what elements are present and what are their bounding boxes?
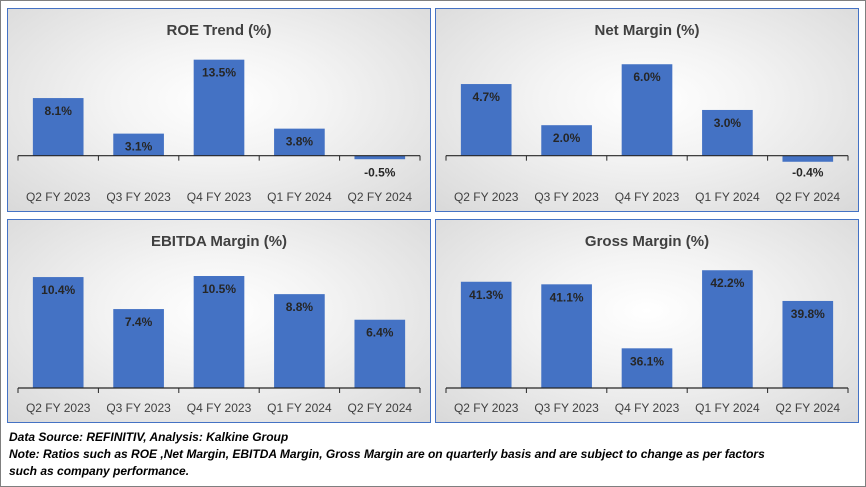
data-label-5: -0.5% — [364, 166, 396, 180]
data-label-4: 3.8% — [286, 135, 314, 149]
bar-1 — [460, 281, 512, 388]
bar-2 — [113, 309, 164, 388]
bar-2 — [541, 284, 592, 388]
note-text-line-1: Note: Ratios such as ROE ,Net Margin, EB… — [9, 447, 765, 461]
x-tick-label-2: Q3 FY 2023 — [534, 190, 599, 204]
chart-title: ROE Trend (%) — [166, 22, 271, 39]
x-tick-label-4: Q1 FY 2024 — [695, 190, 760, 204]
bar-5 — [354, 319, 406, 388]
bar-5 — [782, 300, 834, 388]
x-tick-label-5: Q2 FY 2024 — [776, 401, 841, 415]
x-tick-label-1: Q2 FY 2023 — [454, 190, 519, 204]
data-label-3: 10.5% — [202, 282, 236, 296]
bar-4 — [274, 128, 325, 156]
chart-title: Net Margin (%) — [595, 22, 700, 39]
data-label-1: 8.1% — [45, 104, 73, 118]
x-tick-label-5: Q2 FY 2024 — [776, 190, 841, 204]
x-tick-label-4: Q1 FY 2024 — [267, 190, 332, 204]
bar-5 — [782, 155, 834, 162]
x-tick-label-2: Q3 FY 2023 — [534, 401, 599, 415]
x-tick-label-3: Q4 FY 2023 — [187, 401, 252, 415]
x-tick-label-1: Q2 FY 2023 — [454, 401, 519, 415]
x-tick-label-4: Q1 FY 2024 — [695, 401, 760, 415]
bar-4 — [274, 294, 325, 388]
net-margin-chart: Net Margin (%) 4.7% Q2 FY 2023 2.0% Q3 FY 20… — [435, 8, 859, 212]
data-label-2: 2.0% — [553, 131, 581, 145]
bar-2 — [113, 133, 164, 156]
bar-3 — [621, 64, 673, 156]
x-tick-label-3: Q4 FY 2023 — [615, 401, 680, 415]
data-label-5: 6.4% — [366, 326, 394, 340]
bar-4 — [702, 109, 753, 156]
data-label-2: 3.1% — [125, 140, 153, 154]
x-tick-label-2: Q3 FY 2023 — [106, 401, 171, 415]
data-label-5: 39.8% — [791, 307, 825, 321]
x-tick-label-3: Q4 FY 2023 — [187, 190, 252, 204]
bar-1 — [460, 84, 512, 156]
bar-4 — [702, 270, 753, 388]
data-label-3: 6.0% — [633, 70, 661, 84]
bar-2 — [541, 125, 592, 156]
bar-3 — [621, 348, 673, 388]
chart-title: Gross Margin (%) — [585, 233, 709, 250]
bar-3 — [193, 59, 245, 156]
data-label-4: 8.8% — [286, 300, 314, 314]
gross-margin-plot: Gross Margin (%) 41.3% Q2 FY 2023 41.1% Q3 F… — [445, 233, 849, 415]
x-tick-label-2: Q3 FY 2023 — [106, 190, 171, 204]
ebitda-margin-chart: EBITDA Margin (%) 10.4% Q2 FY 2023 7.4% Q3 F… — [7, 219, 431, 423]
data-label-1: 41.3% — [469, 288, 503, 302]
roe-trend-chart: ROE Trend (%) 8.1% Q2 FY 2023 3.1% Q3 FY 202… — [7, 8, 431, 212]
data-label-2: 41.1% — [550, 290, 584, 304]
data-label-3: 36.1% — [630, 354, 664, 368]
data-label-5: -0.4% — [792, 166, 824, 180]
x-tick-label-5: Q2 FY 2024 — [348, 401, 413, 415]
x-tick-label-5: Q2 FY 2024 — [348, 190, 413, 204]
x-tick-label-4: Q1 FY 2024 — [267, 401, 332, 415]
data-label-3: 13.5% — [202, 66, 236, 80]
bar-3 — [193, 276, 245, 388]
chart-title: EBITDA Margin (%) — [151, 233, 287, 250]
footer-notes: Data Source: REFINITIV, Analysis: Kalkin… — [9, 429, 859, 480]
gross-margin-chart: Gross Margin (%) 41.3% Q2 FY 2023 41.1% Q3 F… — [435, 219, 859, 423]
ebitda-margin-plot: EBITDA Margin (%) 10.4% Q2 FY 2023 7.4% Q3 F… — [17, 233, 421, 415]
data-source-text: Data Source: REFINITIV, Analysis: Kalkin… — [9, 430, 289, 444]
net-margin-plot: Net Margin (%) 4.7% Q2 FY 2023 2.0% Q3 FY 20… — [445, 22, 849, 204]
x-tick-label-3: Q4 FY 2023 — [615, 190, 680, 204]
bar-1 — [32, 277, 84, 388]
roe-trend-plot: ROE Trend (%) 8.1% Q2 FY 2023 3.1% Q3 FY 202… — [17, 22, 421, 204]
x-tick-label-1: Q2 FY 2023 — [26, 401, 91, 415]
data-label-4: 42.2% — [710, 276, 744, 290]
data-label-1: 10.4% — [41, 283, 75, 297]
bar-5 — [354, 155, 406, 160]
note-text-line-2: such as company performance. — [9, 464, 190, 478]
data-label-1: 4.7% — [473, 90, 501, 104]
x-tick-label-1: Q2 FY 2023 — [26, 190, 91, 204]
bar-1 — [32, 98, 84, 156]
data-label-4: 3.0% — [714, 116, 742, 130]
data-label-2: 7.4% — [125, 315, 153, 329]
